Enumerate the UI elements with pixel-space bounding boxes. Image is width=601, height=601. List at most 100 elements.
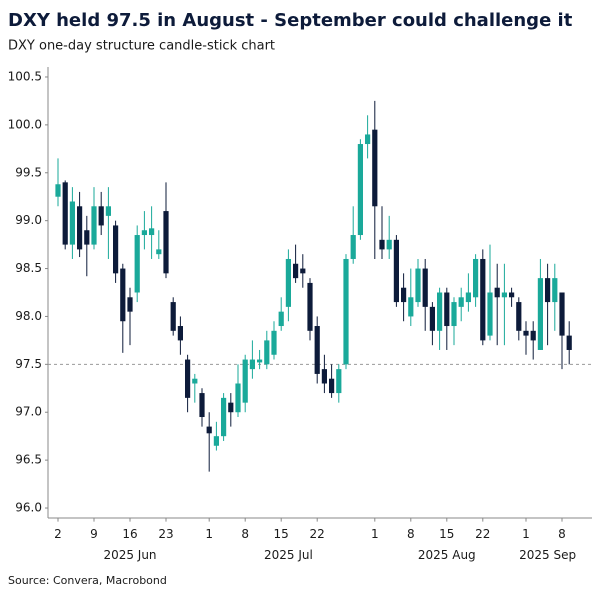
candle-body xyxy=(509,292,515,298)
candle-body xyxy=(149,228,155,236)
candle-body xyxy=(62,182,68,245)
x-tick-label: 9 xyxy=(90,527,98,541)
candle-body xyxy=(451,302,457,327)
candle-body xyxy=(473,258,479,298)
candle-body xyxy=(185,359,191,398)
candle-body xyxy=(552,278,558,303)
candle-body xyxy=(228,402,234,413)
candle-body xyxy=(480,258,486,341)
y-tick-label: 98.5 xyxy=(15,261,42,275)
candle-body xyxy=(55,184,61,197)
candle-body xyxy=(206,426,212,434)
candle-body xyxy=(141,230,147,236)
candle-body xyxy=(242,359,248,403)
y-tick-label: 98.0 xyxy=(15,309,42,323)
candle-body xyxy=(422,268,428,307)
candle-body xyxy=(516,302,522,331)
candle-body xyxy=(365,134,371,145)
candle-body xyxy=(192,378,198,384)
candle-body xyxy=(437,292,443,331)
x-tick-label: 1 xyxy=(522,527,530,541)
month-label: 2025 Aug xyxy=(418,548,476,562)
candle-body xyxy=(98,206,104,226)
candle-body xyxy=(429,306,435,331)
chart-title: DXY held 97.5 in August - September coul… xyxy=(8,10,573,31)
candle-body xyxy=(415,268,421,303)
candle-body xyxy=(127,297,133,312)
candle-body xyxy=(285,258,291,307)
month-label: 2025 Jun xyxy=(103,548,156,562)
x-tick-label: 8 xyxy=(407,527,415,541)
candle-body xyxy=(221,397,227,437)
x-tick-label: 22 xyxy=(310,527,325,541)
y-tick-label: 96.0 xyxy=(15,501,42,515)
x-tick-label: 1 xyxy=(371,527,379,541)
candle-body xyxy=(343,258,349,365)
y-tick-label: 97.0 xyxy=(15,405,42,419)
candle-body xyxy=(134,235,140,293)
source-note: Source: Convera, Macrobond xyxy=(8,574,167,587)
candle-body xyxy=(336,369,342,394)
candle-body xyxy=(372,129,378,207)
candle-body xyxy=(177,326,183,341)
y-tick-label: 99.5 xyxy=(15,165,42,179)
x-tick-label: 16 xyxy=(122,527,137,541)
candle-body xyxy=(393,239,399,303)
month-label: 2025 Sep xyxy=(519,548,576,562)
x-tick-label: 15 xyxy=(439,527,454,541)
candle-body xyxy=(329,378,335,394)
month-label: 2025 Jul xyxy=(264,548,313,562)
candle-body xyxy=(249,359,255,370)
candle-body xyxy=(278,311,284,327)
candle-body xyxy=(566,335,572,350)
x-tick-label: 15 xyxy=(274,527,289,541)
y-tick-label: 100.5 xyxy=(8,69,42,83)
candle-body xyxy=(401,287,407,303)
x-tick-label: 2 xyxy=(54,527,62,541)
candle-body xyxy=(379,239,385,250)
candle-body xyxy=(235,383,241,413)
candle-body xyxy=(537,278,543,350)
candle-body xyxy=(444,292,450,327)
candle-body xyxy=(69,201,75,245)
y-tick-label: 99.0 xyxy=(15,213,42,227)
candle-body xyxy=(105,206,111,216)
candle-body xyxy=(300,268,306,274)
candle-body xyxy=(163,211,169,274)
y-tick-label: 97.5 xyxy=(15,357,42,371)
candle-body xyxy=(293,263,299,279)
y-tick-label: 100.0 xyxy=(8,117,42,131)
candle-body xyxy=(530,330,536,341)
chart-subtitle: DXY one-day structure candle-stick chart xyxy=(8,39,275,54)
candle-body xyxy=(170,302,176,331)
candle-body xyxy=(545,278,551,303)
candle-body xyxy=(120,268,126,322)
candle-body xyxy=(156,249,162,255)
x-tick-label: 1 xyxy=(205,527,213,541)
candle-body xyxy=(264,340,270,365)
candle-body xyxy=(408,297,414,317)
candle-body xyxy=(350,235,356,259)
candle-body xyxy=(386,239,392,250)
candle-body xyxy=(487,292,493,336)
candle-body xyxy=(559,292,565,336)
y-tick-label: 96.5 xyxy=(15,453,42,467)
candle-body xyxy=(494,287,500,298)
candle-body xyxy=(257,359,263,363)
candle-body xyxy=(458,297,464,307)
candle-body xyxy=(321,369,327,384)
candle-body xyxy=(357,144,363,236)
candle-body xyxy=(314,326,320,374)
candle-body xyxy=(307,282,313,331)
candle-body xyxy=(113,225,119,274)
candle-body xyxy=(465,292,471,303)
x-tick-label: 23 xyxy=(158,527,173,541)
x-tick-label: 8 xyxy=(241,527,249,541)
candle-body xyxy=(271,330,277,355)
x-tick-label: 22 xyxy=(475,527,490,541)
candle-body xyxy=(213,436,219,446)
candle-body xyxy=(84,230,90,245)
candle-body xyxy=(77,206,83,250)
